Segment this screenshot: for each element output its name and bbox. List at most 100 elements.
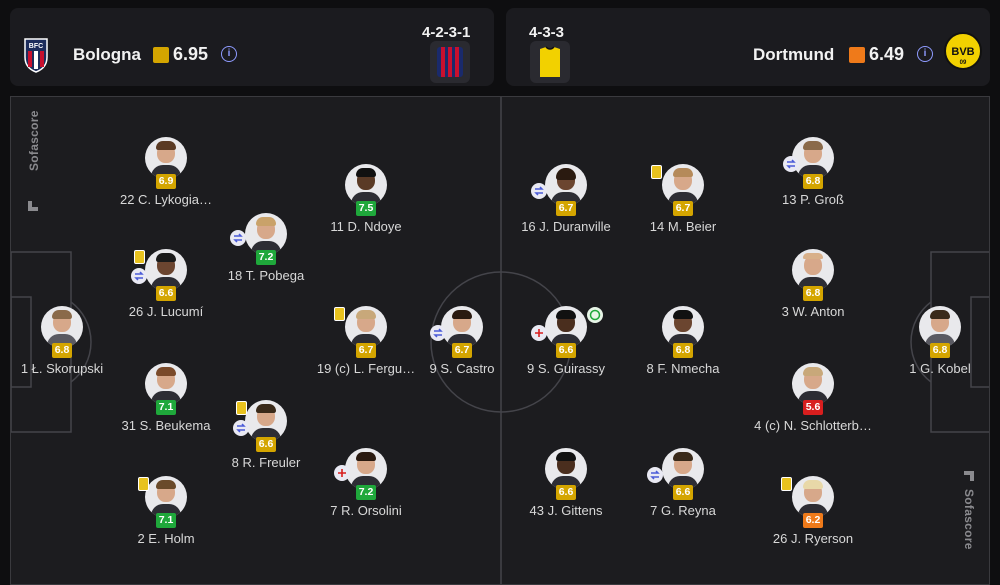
player-name: 22 C. Lykogia… [119, 192, 212, 207]
player-name: 31 S. Beukema [121, 418, 211, 433]
player-avatar [145, 476, 187, 518]
player-rating: 6.6 [156, 286, 176, 301]
player-avatar [145, 249, 187, 291]
yellow-card-icon [138, 477, 149, 491]
home-rating-square [153, 47, 169, 63]
player-rating: 6.7 [673, 201, 693, 216]
svg-text:BVB: BVB [951, 46, 974, 58]
substitution-icon [647, 467, 663, 483]
home-team-name[interactable]: Bologna [73, 45, 141, 64]
sofascore-watermark-right: Sofascore [962, 489, 976, 550]
yellow-card-icon [651, 165, 662, 179]
info-icon[interactable]: i [917, 46, 933, 62]
player-name: 18 T. Pobega [227, 268, 305, 283]
player-name: 3 W. Anton [781, 304, 845, 319]
player-name: 4 (c) N. Schlotterb… [754, 418, 872, 433]
player-name: 11 D. Ndoye [330, 219, 402, 234]
sofascore-logo-icon [28, 201, 38, 211]
sofascore-watermark: Sofascore [27, 110, 41, 171]
player-name: 8 R. Freuler [231, 455, 301, 470]
player-avatar [345, 448, 387, 490]
player-avatar [545, 448, 587, 490]
player-rating: 6.7 [556, 201, 576, 216]
player-avatar [345, 306, 387, 348]
substitution-icon [531, 325, 547, 341]
player-name: 13 P. Groß [782, 192, 844, 207]
player-name: 14 M. Beier [649, 219, 717, 234]
goal-icon [587, 307, 603, 323]
yellow-card-icon [781, 477, 792, 491]
player-rating: 6.7 [356, 343, 376, 358]
player-avatar [245, 400, 287, 442]
player-name: 1 G. Kobel [909, 361, 971, 376]
player-name: 7 G. Reyna [650, 503, 716, 518]
player-name: 26 J. Lucumí [128, 304, 204, 319]
player-rating: 6.6 [673, 485, 693, 500]
player-avatar [792, 249, 834, 291]
player-name: 2 E. Holm [137, 531, 195, 546]
player-rating: 6.6 [556, 343, 576, 358]
player-rating: 7.1 [156, 513, 176, 528]
player-rating: 6.8 [930, 343, 950, 358]
player-rating: 7.1 [156, 400, 176, 415]
player-avatar [545, 306, 587, 348]
home-jersey-icon [437, 47, 463, 77]
player-rating: 6.7 [452, 343, 472, 358]
player-rating: 7.2 [356, 485, 376, 500]
player-rating: 6.6 [256, 437, 276, 452]
player-avatar [919, 306, 961, 348]
player-rating: 6.8 [52, 343, 72, 358]
player-rating: 6.6 [556, 485, 576, 500]
player-avatar [245, 213, 287, 255]
yellow-card-icon [236, 401, 247, 415]
bologna-crest-icon[interactable]: BFC [23, 35, 49, 73]
home-kit [430, 41, 470, 83]
home-formation: 4-2-3-1 [422, 24, 471, 41]
away-rating-square [849, 47, 865, 63]
sofascore-logo-icon [964, 471, 974, 481]
player-rating: 6.9 [156, 174, 176, 189]
player-avatar [345, 164, 387, 206]
yellow-card-icon [134, 250, 145, 264]
substitution-icon [233, 420, 249, 436]
player-rating: 6.8 [673, 343, 693, 358]
away-kit [530, 41, 570, 83]
player-avatar [545, 164, 587, 206]
player-avatar [662, 164, 704, 206]
svg-text:BFC: BFC [29, 43, 43, 50]
yellow-card-icon [334, 307, 345, 321]
away-formation: 4-3-3 [529, 24, 565, 41]
player-name: 1 Ł. Skorupski [20, 361, 104, 376]
player-name: 8 F. Nmecha [646, 361, 720, 376]
away-team-name[interactable]: Dortmund [753, 45, 835, 64]
info-icon[interactable]: i [221, 46, 237, 62]
home-team-bar: BFC Bologna 6.95 i 4-2-3-1 [10, 8, 494, 86]
player-avatar [662, 448, 704, 490]
substitution-icon [230, 230, 246, 246]
dortmund-crest-icon[interactable]: BVB 09 [943, 31, 983, 71]
home-team-rating: 6.95 [173, 44, 209, 64]
pitch: Sofascore Sofascore 6.9 22 C. Lykogia… 6… [10, 96, 990, 585]
player-avatar [441, 306, 483, 348]
player-avatar [792, 137, 834, 179]
player-rating: 7.2 [256, 250, 276, 265]
svg-text:09: 09 [960, 60, 967, 66]
player-rating: 6.8 [803, 174, 823, 189]
away-jersey-icon [540, 46, 560, 77]
player-avatar [792, 476, 834, 518]
player-avatar [145, 137, 187, 179]
substitution-icon [334, 465, 350, 481]
away-team-bar: 4-3-3 Dortmund 6.49 i BVB 09 [506, 8, 990, 86]
player-name: 7 R. Orsolini [330, 503, 402, 518]
player-rating: 5.6 [803, 400, 823, 415]
substitution-icon [131, 268, 147, 284]
player-avatar [662, 306, 704, 348]
player-avatar [41, 306, 83, 348]
player-rating: 6.8 [803, 286, 823, 301]
player-rating: 7.5 [356, 201, 376, 216]
player-name: 26 J. Ryerson [772, 531, 854, 546]
player-rating: 6.2 [803, 513, 823, 528]
player-avatar [145, 363, 187, 405]
player-avatar [792, 363, 834, 405]
substitution-icon [430, 325, 446, 341]
